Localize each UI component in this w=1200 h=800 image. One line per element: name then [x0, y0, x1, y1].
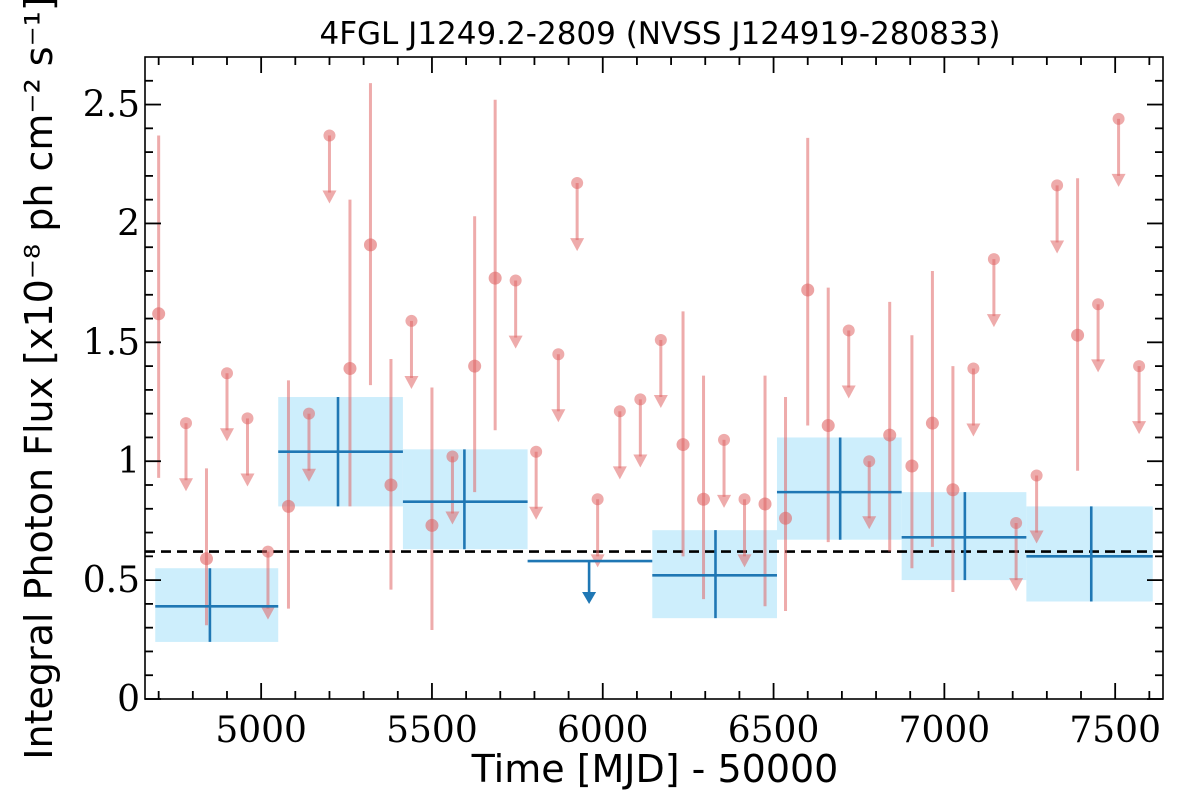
short-bin-upper-limit-arrow	[570, 238, 585, 252]
short-bin-point	[343, 361, 357, 375]
y-tick-label: 1	[117, 441, 140, 482]
short-bin-upper-limit-point	[1112, 112, 1125, 125]
x-tick-label: 5000	[215, 710, 307, 751]
short-bin-upper-limit-arrow	[862, 516, 877, 530]
long-bin-band	[1026, 506, 1153, 602]
x-tick-label: 7000	[899, 710, 991, 751]
short-bin-upper-limit-point	[323, 129, 336, 142]
short-bin-upper-limit-point	[220, 367, 233, 380]
short-bin-point	[779, 511, 793, 525]
short-bin-upper-limit-arrow	[717, 494, 732, 508]
short-bin-series	[152, 83, 1147, 631]
short-bin-upper-limit-point	[613, 405, 626, 418]
short-bin-upper-limit-arrow	[240, 473, 255, 487]
short-bin-upper-limit-arrow	[633, 454, 648, 468]
x-tick-label: 7500	[1069, 710, 1161, 751]
long-bin-series	[155, 397, 1153, 642]
short-bin-upper-limit-point	[1051, 179, 1064, 192]
short-bin-upper-limit-arrow	[612, 466, 627, 480]
x-tick-label: 5500	[386, 710, 478, 751]
short-bin-upper-limit-point	[241, 412, 254, 425]
short-bin-point	[281, 499, 295, 513]
short-bin-point	[697, 492, 711, 506]
chart-title: 4FGL J1249.2-2809 (NVSS J124919-280833)	[319, 16, 1000, 52]
long-bin-bands	[155, 397, 1153, 642]
short-bin-upper-limit-point	[530, 445, 543, 458]
x-tick-label: 6000	[557, 710, 649, 751]
short-bin-point	[425, 518, 439, 532]
axes: 5000 5500 6000 6500 7000 7500 0 0.5 1 1.5 2 2.5	[83, 56, 1164, 751]
short-bin-point	[468, 359, 482, 373]
short-bin-upper-limit-arrow	[445, 511, 460, 525]
short-bin-point	[152, 307, 166, 321]
x-axis-label: Time [MJD] - 50000	[471, 747, 839, 791]
short-bin-upper-limit-point	[863, 455, 876, 468]
short-bin-upper-limit-arrow	[737, 554, 752, 568]
short-bin-upper-limit-point	[967, 362, 980, 375]
short-bin-upper-limit-point	[1133, 360, 1146, 373]
short-bin-upper-limit-point	[509, 274, 522, 287]
short-bin-upper-limit-point	[718, 433, 731, 446]
short-bin-upper-limit-point	[571, 177, 584, 190]
long-bin-upper-limit-arrow	[582, 592, 597, 604]
short-bin-upper-limit-arrow	[529, 506, 544, 520]
plot-frame	[144, 56, 1164, 700]
short-bin-point	[199, 552, 213, 566]
short-bin-point	[758, 497, 772, 511]
short-bin-upper-limit-arrow	[260, 606, 275, 620]
short-bin-point	[384, 478, 398, 492]
short-bin-upper-limit-point	[738, 493, 751, 506]
y-tick-label: 0	[117, 679, 140, 720]
y-axis-label: Integral Photon Flux [x10⁻⁸ ph cm⁻² s⁻¹]	[17, 0, 61, 760]
short-bin-upper-limit-arrow	[322, 190, 337, 204]
short-bin-upper-limit-arrow	[1050, 240, 1065, 254]
short-bin-upper-limit-point	[261, 545, 274, 558]
short-bin-upper-limit-arrow	[841, 385, 856, 399]
short-bin-upper-limit-arrow	[551, 409, 566, 423]
short-bin-upper-limit-point	[634, 393, 647, 406]
short-bin-upper-limit-point	[446, 450, 459, 463]
short-bin-upper-limit-arrow	[1132, 421, 1147, 435]
short-bin-point	[801, 283, 815, 297]
short-bin-upper-limit-point	[1030, 469, 1043, 482]
short-bin-upper-limit-arrow	[508, 335, 523, 349]
short-bin-upper-limit-arrow	[1111, 173, 1126, 187]
x-tick-label: 6500	[728, 710, 820, 751]
short-bin-upper-limit-arrow	[986, 314, 1001, 328]
short-bin-point	[1071, 328, 1085, 342]
short-bin-upper-limit-point	[1010, 517, 1023, 530]
short-bin-point	[363, 238, 377, 252]
short-bin-upper-limit-arrow	[301, 468, 316, 482]
short-bin-upper-limit-point	[1092, 298, 1105, 311]
y-tick-label: 2.5	[83, 85, 140, 126]
short-bin-upper-limit-point	[405, 314, 418, 327]
y-tick-label: 1.5	[83, 322, 140, 363]
short-bin-point	[883, 428, 897, 442]
short-bin-upper-limit-point	[987, 253, 1000, 266]
short-bin-point	[676, 438, 690, 452]
short-bin-upper-limit-point	[591, 493, 604, 506]
short-bin-upper-limit-arrow	[1091, 359, 1106, 373]
short-bin-upper-limit-arrow	[178, 478, 193, 492]
short-bin-point	[905, 459, 919, 473]
short-bin-upper-limit-point	[842, 324, 855, 337]
short-bin-point	[821, 419, 835, 433]
short-bin-upper-limit-arrow	[219, 428, 234, 442]
short-bin-upper-limit-point	[179, 417, 192, 430]
short-bin-point	[946, 483, 960, 497]
short-bin-upper-limit-arrow	[653, 395, 668, 409]
short-bin-upper-limit-point	[302, 407, 315, 420]
short-bin-upper-limit-arrow	[1029, 530, 1044, 544]
short-bin-point	[488, 271, 502, 285]
y-tick-label: 0.5	[83, 560, 140, 601]
short-bin-upper-limit-point	[552, 348, 565, 361]
short-bin-upper-limit-arrow	[1009, 578, 1024, 592]
short-bin-upper-limit-point	[654, 333, 667, 346]
y-tick-label: 2	[117, 203, 140, 244]
short-bin-point	[925, 416, 939, 430]
short-bin-upper-limit-arrow	[966, 423, 981, 437]
short-bin-upper-limit-arrow	[404, 376, 419, 389]
